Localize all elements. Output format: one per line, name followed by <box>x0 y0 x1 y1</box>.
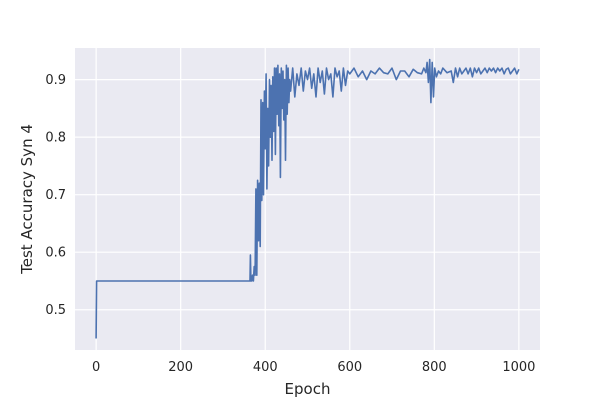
x-tick-label: 600 <box>337 360 362 375</box>
y-tick-label: 0.9 <box>45 73 66 88</box>
y-tick-label: 0.5 <box>45 303 66 318</box>
y-tick-label: 0.8 <box>45 131 66 146</box>
plot-background <box>75 48 540 350</box>
x-tick-labels: 0 200 400 600 800 1000 <box>92 360 535 375</box>
x-tick-label: 0 <box>92 360 100 375</box>
y-axis-label: Test Accuracy Syn 4 <box>18 124 36 275</box>
x-tick-label: 400 <box>253 360 278 375</box>
x-tick-label: 1000 <box>502 360 535 375</box>
x-tick-label: 800 <box>422 360 447 375</box>
y-tick-label: 0.6 <box>45 246 66 261</box>
y-tick-labels: 0.5 0.6 0.7 0.8 0.9 <box>45 73 66 318</box>
series-line-layer <box>95 58 520 339</box>
accuracy-series-line <box>95 58 520 339</box>
x-tick-label: 200 <box>168 360 193 375</box>
y-tick-label: 0.7 <box>45 188 66 203</box>
x-axis-label: Epoch <box>285 380 331 398</box>
